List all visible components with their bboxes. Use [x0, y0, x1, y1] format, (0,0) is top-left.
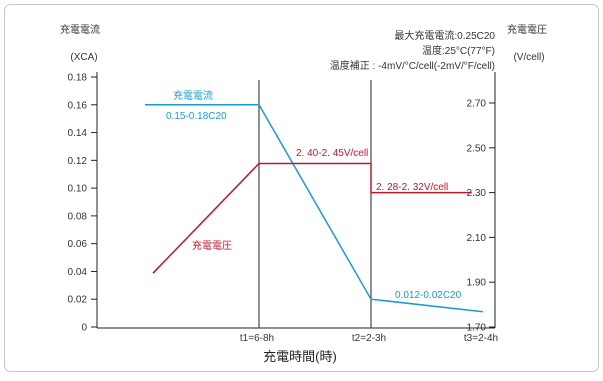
- left-tick-label: 0.06: [68, 239, 88, 250]
- left-tick-label: 0.16: [68, 100, 88, 111]
- right-tick-label: 1.90: [467, 278, 487, 289]
- left-tick-label: 0.12: [68, 156, 88, 167]
- right-axis-title: 充電電圧: [507, 23, 547, 36]
- note-temperature: 温度:25°C(77°F): [422, 44, 495, 57]
- voltage-boost-range-label: 2. 40-2. 45V/cell: [296, 148, 368, 159]
- left-tick-label: 0.14: [68, 128, 88, 139]
- left-axis-ticks: 0 0.02 0.04 0.06 0.08 0.10 0.12 0.14 0.16 0.18: [68, 73, 97, 334]
- right-tick-label: 2.10: [467, 233, 487, 244]
- x-tick-label: t3=2-4h: [464, 333, 498, 344]
- left-tick-label: 0: [81, 323, 87, 334]
- voltage-float-range-label: 2. 28-2. 32V/cell: [376, 182, 448, 193]
- right-tick-label: 2.50: [467, 143, 487, 154]
- current-float-range-label: 0.012-0.02C20: [395, 290, 462, 301]
- right-tick-label: 2.30: [467, 188, 487, 199]
- left-tick-label: 0.02: [68, 295, 88, 306]
- x-tick-label: t1=6-8h: [240, 333, 274, 344]
- note-temp-compensation: 温度補正 : -4mV/°C/cell(-2mV/°F/cell): [330, 59, 495, 72]
- x-axis-label: 充電時間(時): [263, 349, 337, 364]
- voltage-series-line: [152, 162, 472, 274]
- x-tick-label: t2=2-3h: [352, 333, 386, 344]
- series-layer: [145, 104, 484, 313]
- current-series-line: [145, 104, 484, 313]
- x-axis-ticks: t1=6-8h t2=2-3h t3=2-4h: [240, 333, 498, 344]
- left-tick-label: 0.18: [68, 73, 88, 84]
- right-axis-ticks: 1.70 1.90 2.10 2.30 2.50 2.70: [467, 99, 495, 334]
- current-series-label: 充電電流: [173, 89, 213, 102]
- right-tick-label: 1.70: [467, 323, 487, 334]
- left-axis-unit: (XCA): [70, 52, 97, 63]
- voltage-series-label: 充電電圧: [192, 239, 232, 252]
- left-tick-label: 0.08: [68, 211, 88, 222]
- annotation-layer: 充電電流 0.15-0.18C20 2. 40-2. 45V/cell 2. 28-2…: [166, 89, 462, 301]
- right-axis-unit: (V/cell): [513, 52, 544, 63]
- left-axis-title: 充電電流: [60, 23, 100, 36]
- right-tick-label: 2.70: [467, 99, 487, 110]
- left-tick-label: 0.10: [68, 184, 88, 195]
- left-tick-label: 0.04: [68, 267, 88, 278]
- chart-frame: [4, 4, 599, 372]
- current-cc-range-label: 0.15-0.18C20: [166, 111, 227, 122]
- note-max-current: 最大充電電流:0.25C20: [394, 29, 495, 42]
